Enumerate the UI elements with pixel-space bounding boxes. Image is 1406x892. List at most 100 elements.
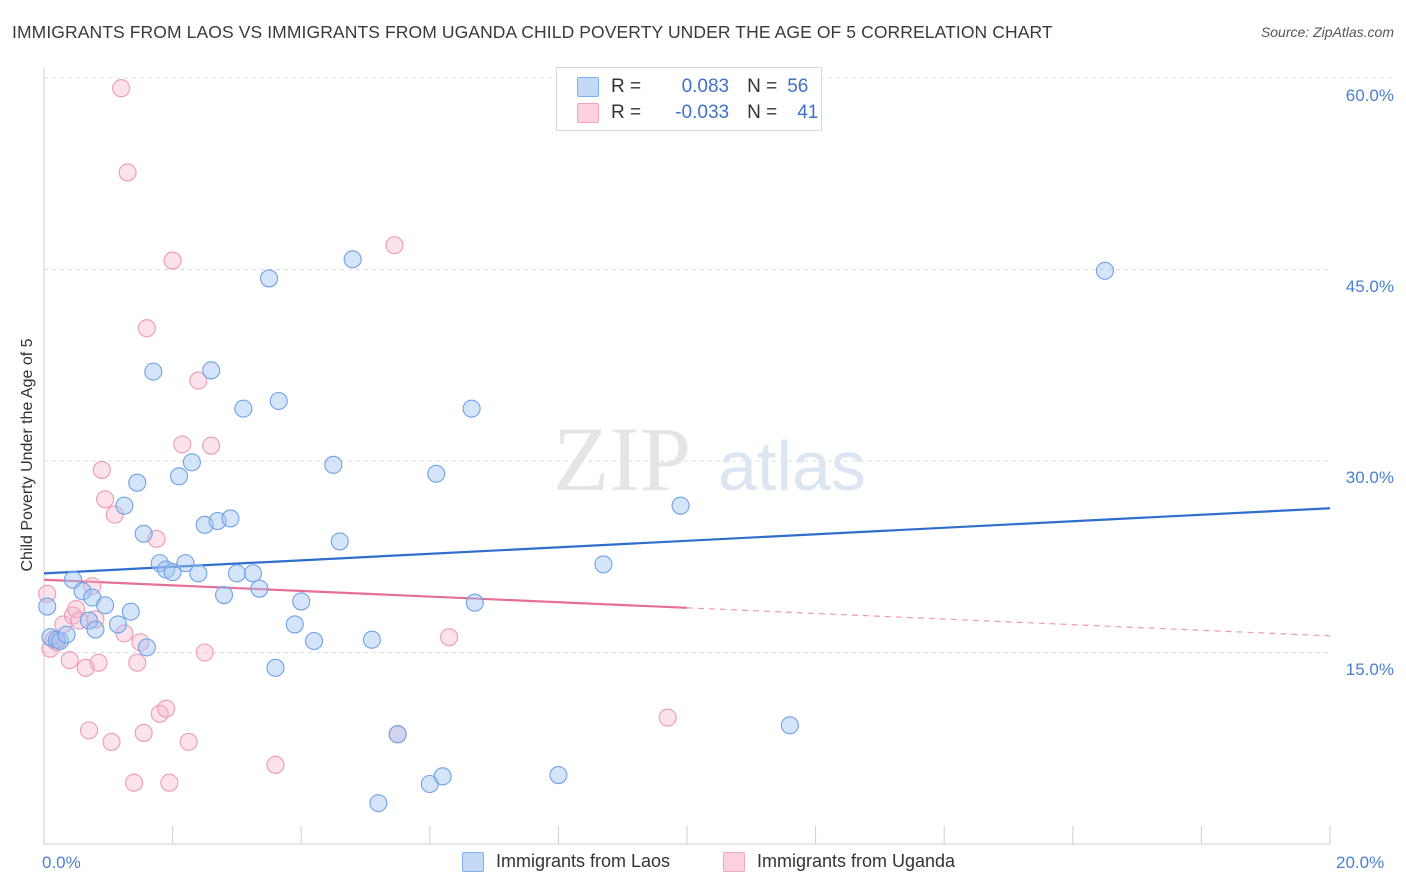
point-laos — [234, 399, 253, 418]
point-uganda — [112, 79, 131, 98]
point-uganda — [102, 732, 121, 751]
y-tick-15: 15.0% — [1345, 660, 1394, 679]
point-uganda — [89, 653, 108, 672]
point-laos — [96, 596, 115, 615]
point-uganda — [266, 755, 285, 774]
point-laos — [134, 524, 153, 543]
point-laos — [176, 554, 195, 573]
point-uganda — [160, 773, 179, 792]
point-uganda — [179, 732, 198, 751]
point-laos — [259, 269, 279, 288]
point-laos — [79, 611, 99, 630]
series-name-uganda: Immigrants from Uganda — [757, 851, 956, 871]
point-laos — [137, 638, 156, 657]
point-laos — [51, 631, 70, 651]
point-uganda — [195, 643, 214, 662]
point-uganda — [134, 723, 153, 742]
x-tick-min: 0.0% — [42, 853, 81, 872]
point-laos — [38, 597, 57, 616]
point-uganda — [128, 653, 147, 672]
point-laos — [250, 579, 269, 598]
trendline-uganda-extension — [686, 607, 1331, 637]
point-uganda — [67, 600, 86, 619]
point-uganda — [202, 436, 221, 455]
point-laos — [243, 564, 263, 583]
legend-row-laos: R = 0.083 N = 56 — [577, 75, 808, 99]
point-uganda — [163, 251, 182, 270]
legend-n-label: N = — [747, 102, 778, 123]
point-uganda — [118, 163, 137, 182]
point-laos — [433, 767, 452, 786]
point-laos — [343, 250, 362, 269]
point-laos — [86, 620, 105, 639]
point-laos — [227, 564, 246, 583]
point-laos — [549, 766, 568, 785]
point-uganda — [658, 708, 677, 727]
point-uganda — [137, 319, 156, 338]
point-laos — [780, 716, 799, 735]
legend-r-label: R = — [611, 102, 642, 123]
point-uganda — [157, 699, 176, 718]
point-uganda — [173, 435, 192, 454]
point-laos — [214, 585, 234, 605]
point-laos — [57, 625, 76, 644]
legend-n-value-uganda: 41 — [797, 102, 819, 123]
point-laos — [388, 725, 407, 744]
chart-title: IMMIGRANTS FROM LAOS VS IMMIGRANTS FROM … — [12, 22, 1053, 42]
trendline-uganda — [43, 578, 688, 609]
legend-swatch-laos — [577, 77, 599, 97]
legend-row-uganda: R = -0.033 N = 41 — [577, 101, 818, 125]
axes — [43, 68, 1331, 845]
grid-lines — [44, 77, 1392, 653]
point-laos — [121, 602, 140, 621]
series-swatch-uganda — [723, 851, 745, 872]
point-laos — [182, 453, 201, 472]
point-laos — [427, 464, 446, 483]
point-uganda — [440, 628, 459, 647]
watermark: ZIP atlas — [553, 408, 866, 510]
point-laos — [269, 391, 288, 411]
y-tick-30: 30.0% — [1345, 468, 1394, 487]
point-laos — [221, 509, 240, 528]
point-laos — [594, 555, 613, 574]
point-laos — [285, 615, 304, 634]
point-laos — [144, 362, 163, 381]
point-laos — [73, 582, 92, 601]
point-laos — [150, 554, 169, 573]
watermark-zip: ZIP — [553, 408, 691, 510]
trend-lines — [43, 507, 1331, 637]
point-uganda — [96, 490, 115, 509]
point-uganda — [79, 721, 99, 740]
point-laos — [330, 532, 349, 551]
point-laos — [465, 593, 484, 612]
legend-r-value-laos: 0.083 — [681, 76, 730, 97]
point-uganda — [60, 651, 79, 670]
point-laos — [362, 630, 381, 649]
legend-swatch-uganda — [577, 103, 599, 123]
point-uganda — [70, 611, 89, 630]
point-uganda — [38, 584, 57, 603]
point-laos — [305, 631, 324, 651]
y-tick-45: 45.0% — [1345, 277, 1394, 296]
y-tick-60: 60.0% — [1345, 86, 1394, 105]
legend-r-label: R = — [611, 76, 642, 97]
point-laos — [115, 496, 134, 515]
point-uganda — [86, 610, 105, 629]
watermark-atlas: atlas — [718, 427, 866, 505]
chart-source: Source: ZipAtlas.com — [1260, 24, 1394, 40]
point-laos — [369, 794, 388, 813]
legend-n-value-laos: 56 — [787, 76, 809, 97]
point-laos — [189, 564, 208, 583]
point-uganda — [124, 773, 144, 792]
legend-r-value-uganda: -0.033 — [675, 102, 730, 123]
point-laos — [671, 496, 690, 515]
point-laos — [1095, 261, 1114, 280]
point-laos — [266, 658, 285, 677]
point-uganda — [92, 460, 111, 479]
point-laos — [324, 455, 343, 474]
point-laos — [202, 361, 221, 380]
legend-n-label: N = — [747, 76, 778, 97]
data-points — [38, 79, 1114, 813]
y-axis-label: Child Poverty Under the Age of 5 — [19, 338, 36, 572]
